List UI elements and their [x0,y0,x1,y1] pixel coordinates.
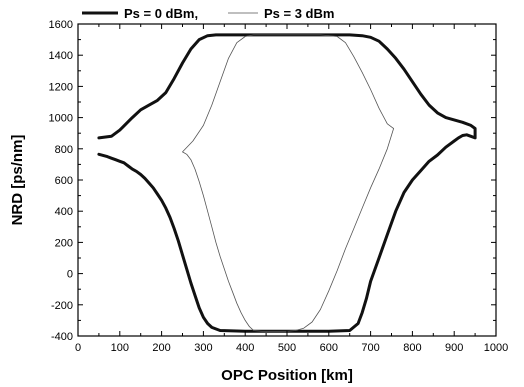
plot-frame [77,23,497,337]
x-tick-label: 900 [445,342,463,354]
plot-area [77,23,497,337]
x-tick-label: 0 [75,342,81,354]
y-tick-label: 1400 [49,50,73,62]
axis-ticks: 0 100 200 300 400 500 600 700 800 900 1000 -400 -200… [49,19,509,354]
x-tick-label: 600 [320,342,338,354]
y-tick-label: 600 [55,175,73,187]
legend: Ps = 0 dBm, Ps = 3 dBm [82,6,334,21]
x-tick-label: 1000 [484,342,508,354]
y-tick-label: -400 [51,331,73,343]
x-tick-label: 200 [152,342,170,354]
x-axis-title: OPC Position [km] [221,367,353,384]
y-tick-label: 1600 [49,19,73,31]
y-tick-label: 1000 [49,113,73,125]
y-tick-label: 400 [55,206,73,218]
y-tick-label: 1200 [49,81,73,93]
x-tick-label: 400 [236,342,254,354]
legend-label-1: Ps = 0 dBm, [124,6,198,21]
x-tick-label: 300 [194,342,212,354]
y-tick-label: -200 [51,300,73,312]
y-axis-title: NRD [ps/nm] [9,135,26,226]
y-tick-label: 0 [67,269,73,281]
y-tick-label: 800 [55,144,73,156]
x-tick-label: 100 [111,342,129,354]
series-line-2 [182,34,395,332]
series-lines [97,33,477,333]
x-tick-label: 700 [361,342,379,354]
legend-label-2: Ps = 3 dBm [264,6,334,21]
x-tick-label: 500 [278,342,296,354]
x-tick-label: 800 [403,342,421,354]
series-line-1 [97,33,477,333]
y-tick-label: 200 [55,237,73,249]
